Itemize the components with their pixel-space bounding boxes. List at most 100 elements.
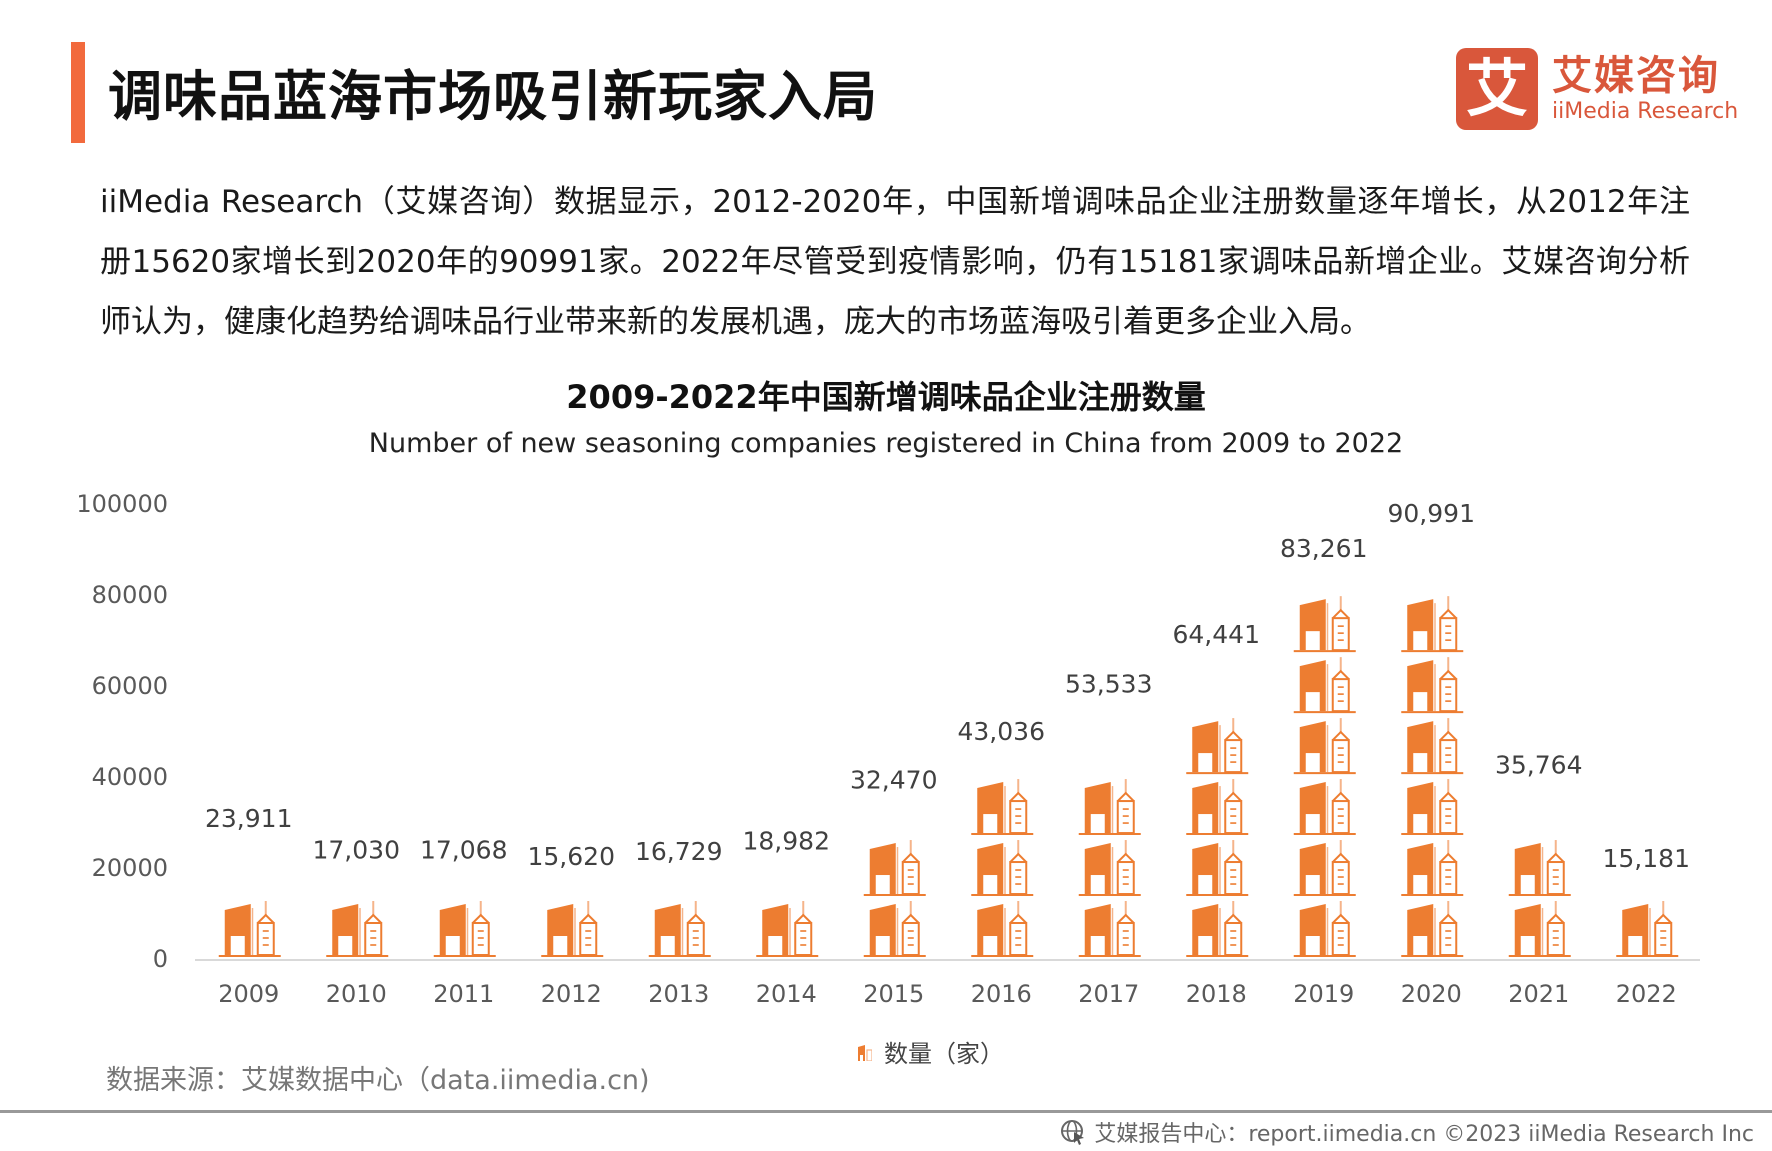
icon-unit <box>862 900 927 957</box>
y-tick-label: 20000 <box>92 854 168 882</box>
icon-unit <box>1185 839 1250 897</box>
icon-unit <box>1077 778 1142 836</box>
icon-unit <box>862 839 927 897</box>
bar-2011: 17,068 2011 <box>420 835 507 1008</box>
page-title: 调味品蓝海市场吸引新玩家入局 <box>108 65 878 128</box>
title-accent-bar <box>71 42 85 143</box>
icon-unit <box>970 839 1035 897</box>
chart-legend: 数量（家） <box>858 1034 1004 1069</box>
icon-unit <box>1292 900 1357 957</box>
y-tick-label: 0 <box>153 945 168 973</box>
data-label: 17,068 <box>420 835 507 864</box>
icon-unit <box>1400 778 1465 836</box>
icon-unit <box>1292 717 1357 775</box>
icon-unit <box>1400 595 1465 653</box>
icon-unit-partial <box>217 849 282 897</box>
x-tick-label: 2009 <box>218 980 279 1008</box>
y-tick-label: 100000 <box>76 490 168 518</box>
x-tick-label: 2010 <box>326 980 387 1008</box>
x-tick-label: 2020 <box>1401 980 1462 1008</box>
footer-divider <box>0 1110 1772 1113</box>
x-tick-label: 2016 <box>971 980 1032 1008</box>
icon-unit <box>1400 839 1465 897</box>
data-label: 90,991 <box>1388 499 1475 528</box>
icon-unit <box>1185 717 1250 775</box>
data-label: 32,470 <box>850 765 937 794</box>
icon-unit <box>432 900 497 957</box>
x-tick-label: 2018 <box>1186 980 1247 1008</box>
x-tick-label: 2017 <box>1078 980 1139 1008</box>
data-label: 17,030 <box>313 836 400 865</box>
bar-2014: 18,982 2014 <box>743 827 830 1008</box>
chart-subtitle: Number of new seasoning companies regist… <box>368 428 1404 459</box>
icon-unit <box>1400 656 1465 714</box>
footer: 艾媒报告中心：report.iimedia.cn ©2023 iiMedia R… <box>1060 1116 1754 1148</box>
icon-unit <box>540 900 605 957</box>
icon-unit <box>217 900 282 957</box>
bar-2022: 15,181 2022 <box>1603 844 1690 1008</box>
icon-unit <box>970 778 1035 836</box>
icon-unit <box>1292 595 1357 653</box>
data-label: 35,764 <box>1495 750 1582 779</box>
bar-2010: 17,030 2010 <box>313 836 400 1008</box>
icon-unit <box>647 900 712 957</box>
x-tick-label: 2022 <box>1616 980 1677 1008</box>
bar-2015: 32,470 2015 <box>850 765 937 1008</box>
data-label: 18,982 <box>743 827 830 856</box>
icon-unit <box>970 900 1035 957</box>
icon-unit <box>1507 839 1572 897</box>
icon-unit <box>1292 778 1357 836</box>
icon-unit <box>1400 900 1465 957</box>
logo-name-cn: 艾媒咨询 <box>1552 53 1720 99</box>
data-label: 43,036 <box>958 717 1045 746</box>
footer-text[interactable]: 艾媒报告中心：report.iimedia.cn ©2023 iiMedia R… <box>1094 1122 1754 1147</box>
intro-paragraph: iiMedia Research（艾媒咨询）数据显示，2012-2020年，中国… <box>100 184 1690 340</box>
y-tick-label: 80000 <box>92 581 168 609</box>
bar-2020: 90,991 2020 <box>1388 499 1475 1008</box>
bar-2019: 83,261 2019 <box>1280 534 1367 1008</box>
data-label: 16,729 <box>635 837 722 866</box>
bar-2012: 15,620 2012 <box>528 842 615 1008</box>
icon-unit <box>1077 900 1142 957</box>
data-source: 数据来源：艾媒数据中心（data.iimedia.cn) <box>106 1065 650 1096</box>
icon-unit <box>1615 900 1680 957</box>
data-label: 23,911 <box>205 804 292 833</box>
legend-label: 数量（家） <box>884 1040 1004 1068</box>
icon-unit <box>755 900 820 957</box>
x-tick-label: 2019 <box>1293 980 1354 1008</box>
x-tick-label: 2021 <box>1508 980 1569 1008</box>
y-tick-label: 60000 <box>92 672 168 700</box>
icon-unit <box>1185 900 1250 957</box>
icon-unit <box>1077 839 1142 897</box>
icon-unit-partial <box>1185 664 1250 714</box>
brand-logo: 艾 艾媒咨询 iiMedia Research <box>1456 48 1738 130</box>
icon-unit-partial <box>1077 717 1142 775</box>
x-tick-label: 2011 <box>433 980 494 1008</box>
icon-unit <box>1292 839 1357 897</box>
bar-2017: 53,533 2017 <box>1065 669 1152 1008</box>
x-tick-label: 2015 <box>863 980 924 1008</box>
legend-building-icon <box>858 1044 872 1061</box>
icon-unit-partial <box>1507 795 1572 836</box>
data-label: 15,181 <box>1603 844 1690 873</box>
y-tick-label: 40000 <box>92 763 168 791</box>
icon-unit <box>325 900 390 957</box>
icon-unit <box>1507 900 1572 957</box>
x-tick-label: 2012 <box>541 980 602 1008</box>
data-label: 53,533 <box>1065 669 1152 698</box>
x-tick-label: 2014 <box>756 980 817 1008</box>
icon-unit <box>1185 778 1250 836</box>
globe-cursor-icon <box>1061 1120 1085 1145</box>
bar-2009: 23,911 2009 <box>205 804 292 1008</box>
logo-text: 艾媒咨询 iiMedia Research <box>1552 53 1738 125</box>
data-label: 64,441 <box>1173 620 1260 649</box>
bar-2018: 64,441 2018 <box>1173 620 1260 1008</box>
bar-2021: 35,764 2021 <box>1495 750 1582 1008</box>
icon-unit-partial <box>1400 543 1465 592</box>
logo-name-en: iiMedia Research <box>1552 99 1739 124</box>
icon-unit <box>1400 717 1465 775</box>
data-label: 83,261 <box>1280 534 1367 563</box>
logo-mark-icon: 艾 <box>1456 48 1538 130</box>
bar-2016: 43,036 2016 <box>958 717 1045 1008</box>
